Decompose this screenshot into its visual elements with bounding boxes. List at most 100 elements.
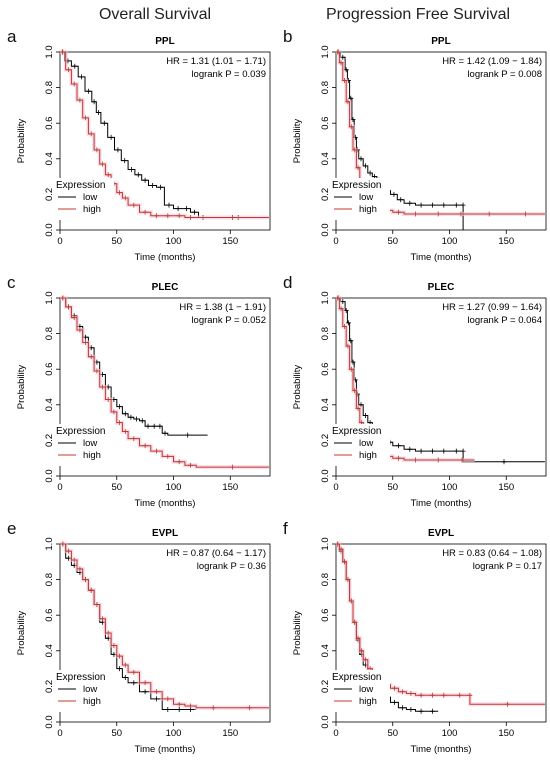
censor-mark (166, 202, 172, 208)
censor-mark (151, 423, 157, 429)
y-tick-label: 0.4 (320, 398, 331, 411)
x-tick-label: 150 (222, 236, 238, 247)
legend-label-low: low (359, 192, 373, 203)
legend-title: Expression (56, 180, 105, 191)
censor-mark (342, 559, 347, 565)
y-tick-label: 0.8 (320, 573, 331, 586)
censor-mark (131, 436, 137, 442)
y-tick-label: 0.2 (44, 680, 55, 693)
y-tick-label: 0.8 (44, 81, 55, 94)
panel-a: a PPL 0.0 0.2 0.4 0.6 0.8 1.0 0 50 100 150 Time (mon… (7, 27, 271, 263)
censor-mark (122, 429, 128, 434)
censor-mark (101, 120, 107, 126)
legend-box (56, 670, 114, 712)
x-tick-label: 100 (166, 728, 182, 739)
censor-mark (91, 99, 97, 105)
censor-mark (77, 97, 83, 103)
x-tick-label: 150 (498, 236, 514, 247)
y-tick-label: 0.8 (44, 327, 55, 340)
censor-mark (122, 158, 128, 164)
legend-title: Expression (332, 180, 381, 191)
legend-box (56, 178, 114, 220)
censor-mark (122, 411, 128, 417)
censor-mark (66, 548, 71, 554)
y-axis-label: Probability (292, 119, 303, 164)
censor-mark (150, 183, 155, 188)
legend-label-low: low (83, 192, 97, 203)
censor-mark (117, 666, 123, 672)
censor-mark (453, 448, 459, 454)
censor-mark (441, 692, 447, 698)
censor-mark (105, 172, 111, 178)
censor-mark (108, 134, 114, 140)
x-tick-label: 50 (387, 728, 398, 739)
censor-mark (210, 705, 216, 711)
censor-mark (355, 405, 361, 411)
censor-mark (142, 177, 148, 183)
censor-mark (457, 692, 463, 698)
censor-mark (458, 211, 464, 217)
panel-b: b PPL 0.0 0.2 0.4 0.6 0.8 1.0 0 50 100 150 Time (mon… (283, 27, 547, 263)
x-tick-label: 0 (333, 482, 338, 493)
y-tick-label: 0.8 (44, 573, 55, 586)
censor-mark (60, 49, 66, 55)
plot-frame (335, 543, 547, 723)
y-tick-label: 1.0 (44, 537, 55, 550)
censor-mark (407, 446, 413, 452)
y-axis-label: Probability (16, 119, 27, 164)
y-axis-label: Probability (16, 611, 27, 656)
censor-mark (135, 172, 141, 178)
legend-title: Expression (56, 426, 105, 437)
y-tick-label: 0.6 (320, 363, 331, 376)
legend-label-high: high (359, 204, 377, 215)
y-tick-label: 0.2 (320, 434, 331, 447)
panel-title: PPL (155, 36, 174, 47)
x-tick-label: 50 (111, 482, 122, 493)
y-tick-label: 0.0 (44, 469, 55, 482)
y-axis-label: Probability (292, 365, 303, 410)
y-tick-label: 0.2 (320, 188, 331, 201)
censor-mark (71, 557, 77, 563)
censor-mark (154, 696, 159, 702)
censor-mark (184, 206, 190, 212)
censor-mark (85, 88, 91, 94)
censor-mark (88, 587, 94, 593)
censor-mark (413, 457, 418, 463)
censor-mark (367, 170, 373, 176)
censor-mark (418, 708, 424, 714)
censor-mark (359, 648, 364, 654)
x-tick-label: 50 (111, 236, 122, 247)
panel-letter: e (7, 519, 16, 538)
censor-mark (501, 459, 507, 465)
censor-mark (79, 74, 85, 80)
x-axis-label: Time (months) (135, 744, 196, 755)
legend-label-low: low (83, 684, 97, 695)
censor-mark (441, 202, 447, 208)
censor-mark (176, 701, 182, 707)
plot-frame (335, 51, 547, 231)
x-tick-label: 0 (57, 482, 62, 493)
series-low (335, 295, 545, 465)
panel-f: f EVPL 0.0 0.2 0.4 0.6 0.8 1.0 0 50 100 150 Time (mo… (283, 519, 547, 755)
censor-mark (363, 163, 368, 169)
censor-mark (395, 209, 401, 215)
x-tick-label: 100 (442, 482, 458, 493)
legend-label-high: high (359, 450, 377, 461)
censor-mark (342, 324, 347, 329)
censor-mark (115, 147, 121, 153)
censor-mark (486, 211, 492, 217)
plot-frame (335, 297, 547, 477)
y-tick-label: 1.0 (320, 45, 331, 58)
panel-title: PPL (431, 36, 450, 47)
censor-mark (185, 432, 191, 438)
censor-mark (391, 191, 397, 197)
censor-mark (342, 78, 347, 83)
plot-frame (59, 543, 271, 723)
censor-mark (399, 705, 405, 711)
censor-mark (131, 202, 137, 208)
plot-frame (59, 297, 271, 477)
censor-mark (83, 340, 88, 345)
panel-letter: d (283, 273, 292, 292)
censor-mark (111, 409, 117, 415)
censor-mark (100, 384, 106, 390)
